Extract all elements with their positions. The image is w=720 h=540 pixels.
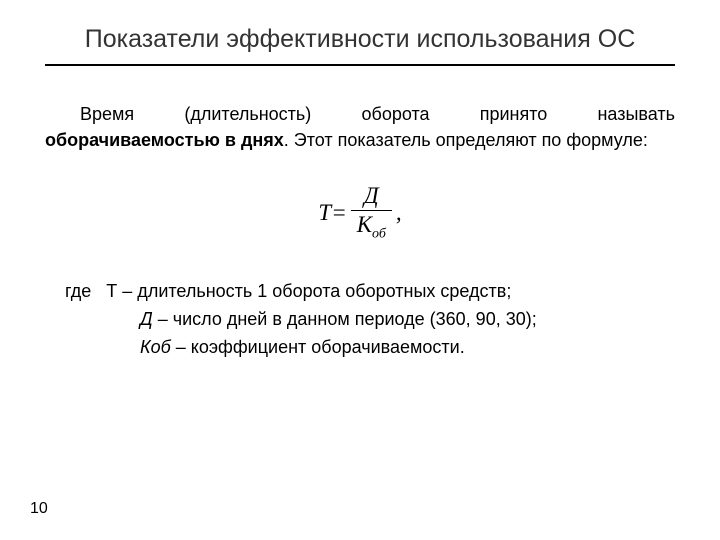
fraction: Д Коб bbox=[351, 183, 392, 243]
text: оборота bbox=[362, 104, 430, 124]
def-text: – коэффициент оборачиваемости. bbox=[171, 337, 465, 357]
formula-eq: = bbox=[331, 200, 347, 226]
def-symbol: Коб bbox=[140, 337, 171, 357]
bold-term: оборачиваемостью в днях bbox=[45, 130, 284, 150]
def-text: – число дней в данном периоде (360, 90, … bbox=[153, 309, 537, 329]
where-label: где bbox=[65, 281, 91, 301]
denom-sub: об bbox=[372, 227, 386, 242]
definitions: где Т – длительность 1 оборота оборотных… bbox=[65, 278, 675, 362]
def-symbol: Д bbox=[140, 309, 153, 329]
formula-lhs: Т bbox=[318, 200, 331, 226]
page-title: Показатели эффективности использования О… bbox=[45, 25, 675, 54]
formula-comma: , bbox=[396, 200, 402, 226]
title-divider bbox=[45, 64, 675, 66]
formula: Т = Д Коб , bbox=[45, 183, 675, 243]
text: называть bbox=[597, 104, 675, 124]
text: Время bbox=[80, 104, 134, 124]
numerator: Д bbox=[356, 183, 387, 210]
def-symbol: Т bbox=[106, 281, 117, 301]
denominator: Коб bbox=[351, 210, 392, 243]
page-number: 10 bbox=[30, 500, 48, 518]
text: . Этот показатель определяют по формуле: bbox=[284, 130, 648, 150]
intro-paragraph: Время (длительность) оборота принято наз… bbox=[45, 101, 675, 153]
denom-main: К bbox=[357, 212, 372, 237]
def-text: – длительность 1 оборота оборотных средс… bbox=[117, 281, 511, 301]
text: (длительность) bbox=[184, 104, 311, 124]
text: принято bbox=[480, 104, 548, 124]
